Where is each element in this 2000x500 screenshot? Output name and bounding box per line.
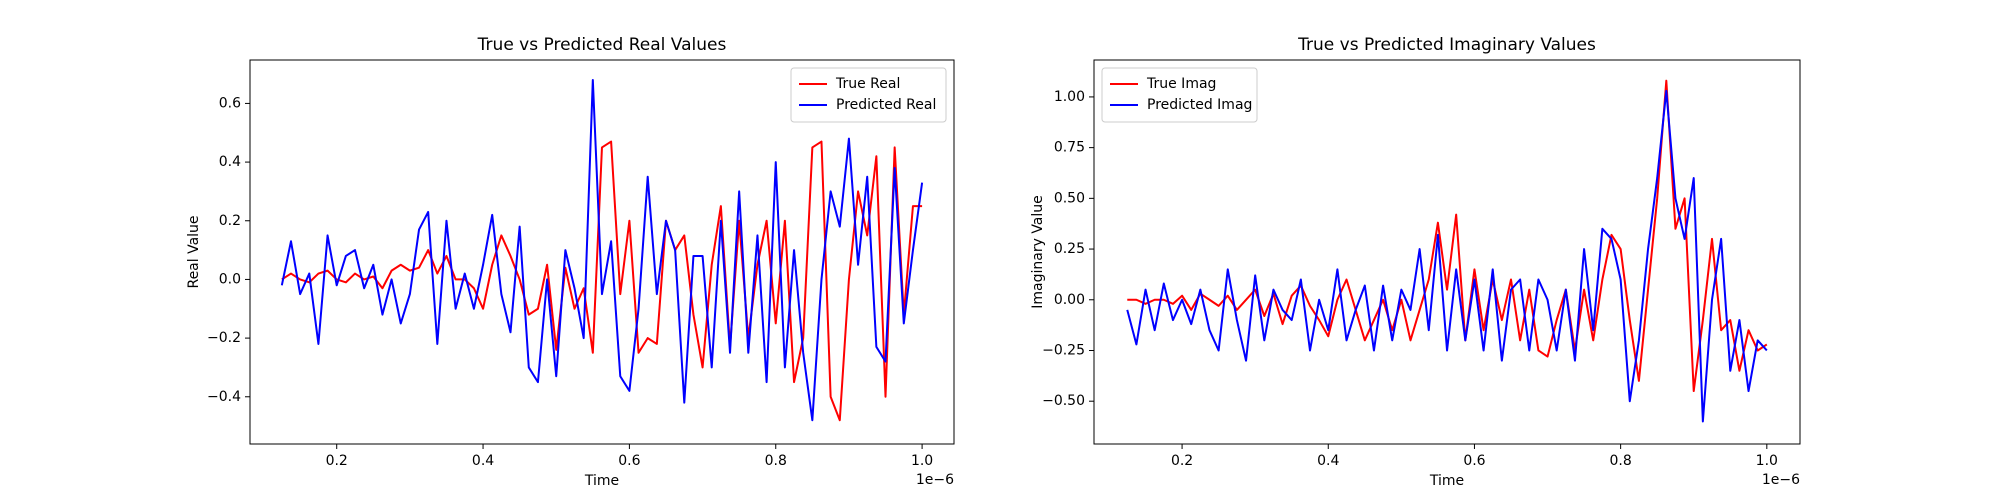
y-axis-label: Real Value — [186, 215, 202, 288]
y-tick-label: 1.00 — [1054, 89, 1085, 105]
y-tick-label: 0.2 — [219, 213, 241, 229]
x-tick-label: 1.0 — [911, 453, 933, 469]
x-tick-label: 0.2 — [326, 453, 348, 469]
chart-title: True vs Predicted Imaginary Values — [1297, 35, 1596, 55]
x-tick-label: 0.8 — [1609, 453, 1631, 469]
y-tick-label: 0.4 — [219, 154, 241, 170]
axes-frame — [249, 59, 955, 445]
data-line — [280, 78, 924, 422]
y-axis-label: Imaginary Value — [1030, 195, 1046, 309]
x-tick-label: 1.0 — [1756, 453, 1778, 469]
legend-box — [790, 67, 947, 123]
data-line — [281, 140, 923, 422]
y-tick-label: 0.6 — [219, 95, 241, 111]
x-tick-label: 0.6 — [1463, 453, 1485, 469]
y-tick-label: 0.50 — [1054, 190, 1085, 206]
legend-label: Predicted Real — [836, 97, 936, 113]
legend: True Imag Predicted Imag — [1101, 67, 1258, 123]
y-tick-label: −0.50 — [1042, 393, 1085, 409]
legend: True Real Predicted Real — [790, 67, 947, 123]
legend-box — [1101, 67, 1258, 123]
legend-label: Predicted Imag — [1147, 97, 1252, 113]
legend-label: True Real — [835, 76, 900, 92]
x-tick-label: 0.4 — [472, 453, 494, 469]
x-offset-label: 1e−6 — [1762, 472, 1800, 488]
y-tick-label: 0.25 — [1054, 241, 1085, 257]
y-tick-label: −0.2 — [207, 330, 241, 346]
legend-label: True Imag — [1146, 76, 1216, 92]
y-tick-label: 0.00 — [1054, 292, 1085, 308]
y-tick-label: −0.4 — [207, 389, 241, 405]
y-tick-label: 0.75 — [1054, 140, 1085, 156]
x-offset-label: 1e−6 — [916, 472, 954, 488]
chart-title: True vs Predicted Real Values — [477, 35, 727, 55]
y-tick-label: 0.0 — [219, 271, 241, 287]
x-axis-label: Time — [1429, 473, 1464, 489]
x-tick-label: 0.8 — [765, 453, 787, 469]
axes: 0.2 0.4 0.6 0.8 1.0 −0.50 −0.25 0.00 0.25 0.50 0.7… — [1030, 35, 1801, 489]
y-tick-label: −0.25 — [1042, 342, 1085, 358]
x-tick-label: 0.4 — [1317, 453, 1339, 469]
x-tick-label: 0.2 — [1171, 453, 1193, 469]
x-axis-label: Time — [584, 473, 619, 489]
x-tick-label: 0.6 — [618, 453, 640, 469]
axes-frame — [1093, 59, 1801, 445]
data-line — [1126, 89, 1768, 423]
axes: 0.2 0.4 0.6 0.8 1.0 −0.4 −0.2 0.0 0.2 0.4 0.6 1e−6 T… — [186, 35, 955, 489]
